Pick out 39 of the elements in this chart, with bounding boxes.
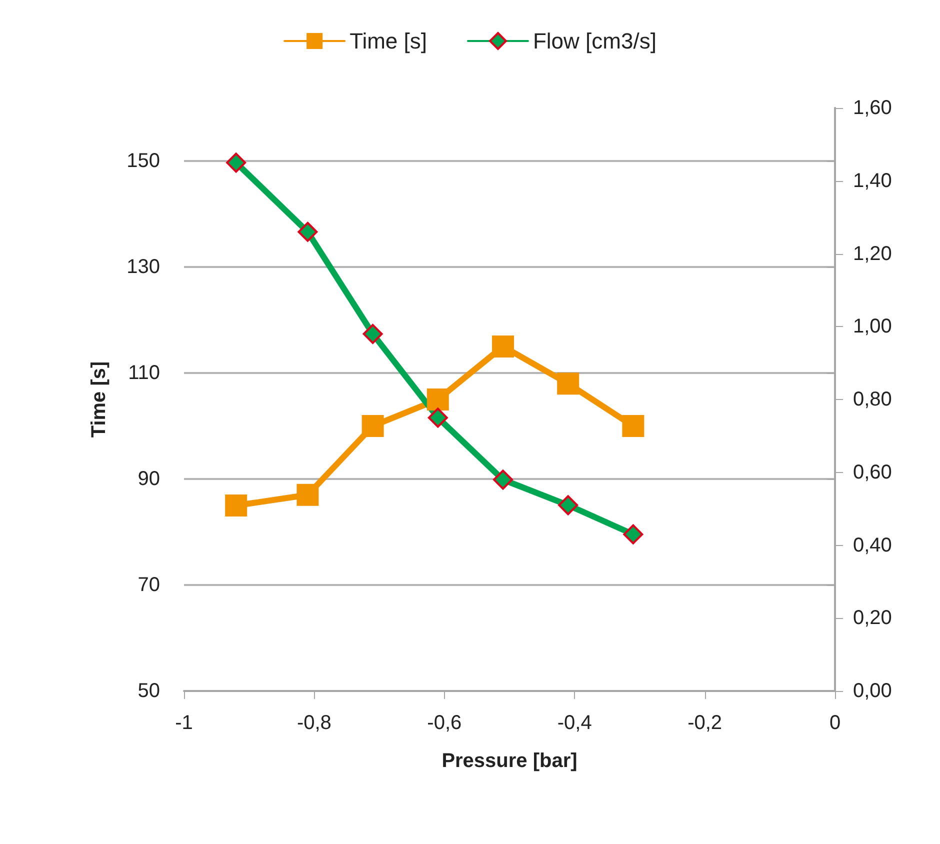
y2-tick-label: 0,60 [853,461,892,484]
y2-tick-label: 1,20 [853,242,892,265]
point [622,415,644,437]
x-axis-title: Pressure [bar] [442,750,578,772]
y2-tick-label: 0,20 [853,607,892,630]
legend-label: Time [s] [350,28,427,54]
point [226,152,246,173]
y-tick-label: 150 [126,150,160,172]
point [298,222,318,242]
point [296,484,319,506]
y2-tick-label: 1,60 [853,97,892,119]
point [492,336,514,358]
point [492,470,513,490]
y-tick-label: 50 [138,680,160,702]
point [558,495,578,516]
x-tick-label: -0,2 [688,712,722,734]
point [362,415,384,437]
x-tick-label: 0 [829,712,841,734]
y-tick-label: 110 [128,362,160,384]
y2-tick-label: 0,40 [853,534,892,556]
point [362,324,383,344]
y2-tick-label: 1,40 [853,170,892,192]
y2-tick-label: 0,80 [853,388,892,410]
y-tick-label: 70 [138,574,160,596]
point [426,388,449,410]
point [225,494,248,516]
x-tick-label: -0,4 [557,712,592,734]
legend-label: Flow [cm3/s] [532,28,656,54]
y2-tick-label: 0,00 [853,680,892,702]
point [557,372,580,395]
y-tick-label: 130 [126,256,160,278]
point [623,524,644,544]
point [428,408,448,428]
y-axis-title: Time [s] [88,361,110,438]
y-tick-label: 90 [138,468,160,490]
y2-tick-label: 1,00 [853,316,892,338]
x-tick-label: -0,6 [427,712,462,734]
x-tick-label: -0,8 [296,712,332,734]
x-tick-label: -1 [175,712,193,734]
